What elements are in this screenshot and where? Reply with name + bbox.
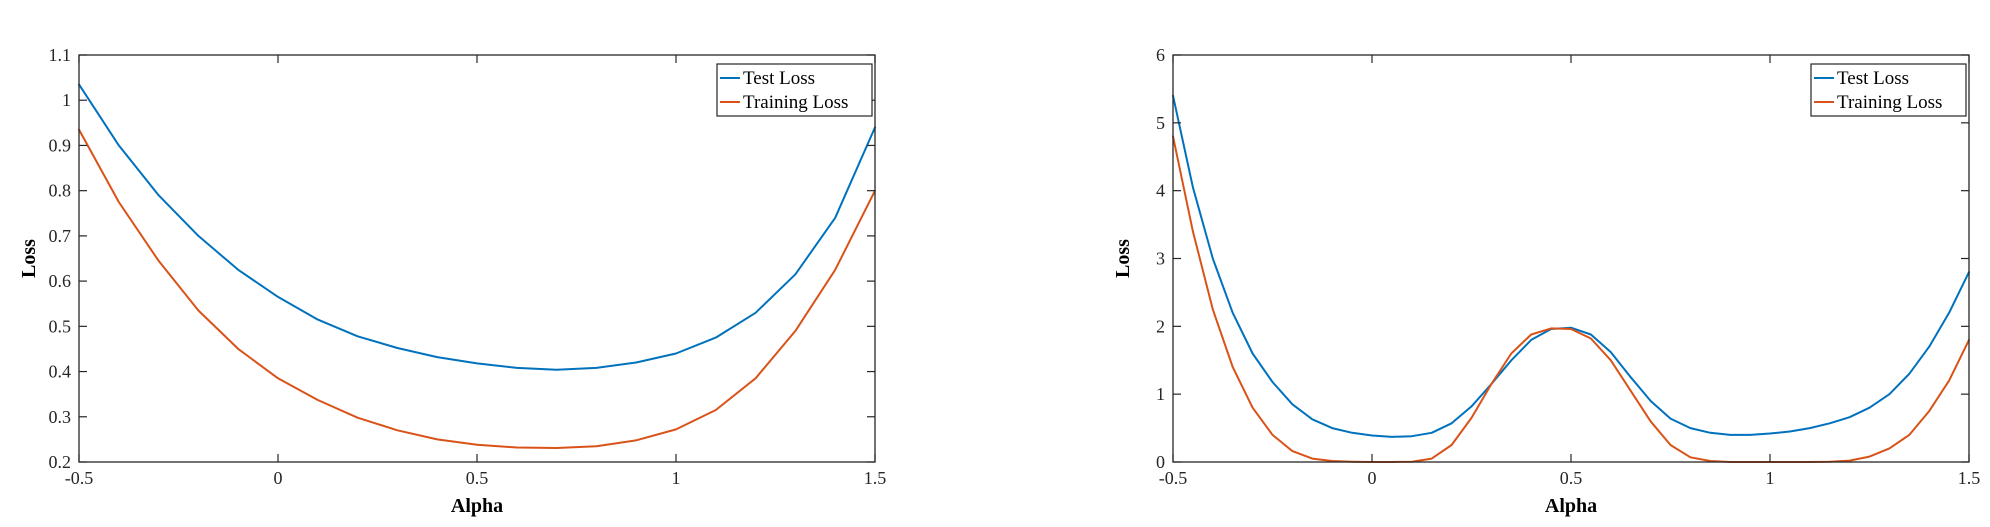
x-tick-label: 1.5 <box>1958 468 1981 488</box>
x-tick-label: 1 <box>672 468 681 488</box>
y-tick-label: 0.7 <box>49 226 72 246</box>
x-tick-label: 0 <box>1368 468 1377 488</box>
y-tick-label: 4 <box>1156 181 1165 201</box>
y-tick-label: 6 <box>1156 45 1165 65</box>
x-tick-label: 0.5 <box>466 468 489 488</box>
legend-label: Training Loss <box>743 92 848 113</box>
legend: Test Loss Training Loss <box>716 63 873 117</box>
y-tick-label: 0.9 <box>49 135 72 155</box>
y-axis-title: Loss <box>1112 239 1134 278</box>
y-tick-label: 0.5 <box>49 316 72 336</box>
y-tick-label: 1 <box>1156 384 1165 404</box>
y-tick-label: 0 <box>1156 452 1165 472</box>
y-tick-label: 0.6 <box>49 271 72 291</box>
series-line-test-loss <box>1172 94 1970 438</box>
series-line-test-loss <box>78 83 876 371</box>
y-tick-label: 5 <box>1156 113 1165 133</box>
chart-panel-1: -0.5 0 0.5 1 1.5 0.2 0.3 0.4 0.5 0.6 0.7 0.8 0.9 1 1.1… <box>18 45 886 517</box>
series-line-training-loss <box>78 128 876 449</box>
y-axis-title: Loss <box>18 239 40 278</box>
legend-frame <box>716 63 873 117</box>
x-tick-label: 1.5 <box>864 468 887 488</box>
legend-label: Test Loss <box>743 68 815 89</box>
y-tick-label: 2 <box>1156 316 1165 336</box>
y-tick-label: 0.3 <box>49 407 72 427</box>
y-tick-label: 3 <box>1156 249 1165 269</box>
x-tick-label: 0.5 <box>1560 468 1583 488</box>
x-tick-label: 0 <box>274 468 283 488</box>
series-line-training-loss <box>1172 135 1970 463</box>
legend-frame <box>1810 63 1967 117</box>
x-axis-title: Alpha <box>451 495 503 517</box>
y-tick-label: 1 <box>62 90 71 110</box>
x-tick-label: -0.5 <box>65 468 94 488</box>
y-tick-label: 1.1 <box>49 45 72 65</box>
y-tick-label: 0.2 <box>49 452 72 472</box>
legend-label: Test Loss <box>1837 68 1909 89</box>
legend: Test Loss Training Loss <box>1810 63 1967 117</box>
legend-label: Training Loss <box>1837 92 1942 113</box>
y-tick-label: 0.4 <box>49 362 72 382</box>
x-axis-title: Alpha <box>1545 495 1597 517</box>
y-tick-label: 0.8 <box>49 181 72 201</box>
x-tick-label: -0.5 <box>1159 468 1188 488</box>
x-tick-label: 1 <box>1766 468 1775 488</box>
